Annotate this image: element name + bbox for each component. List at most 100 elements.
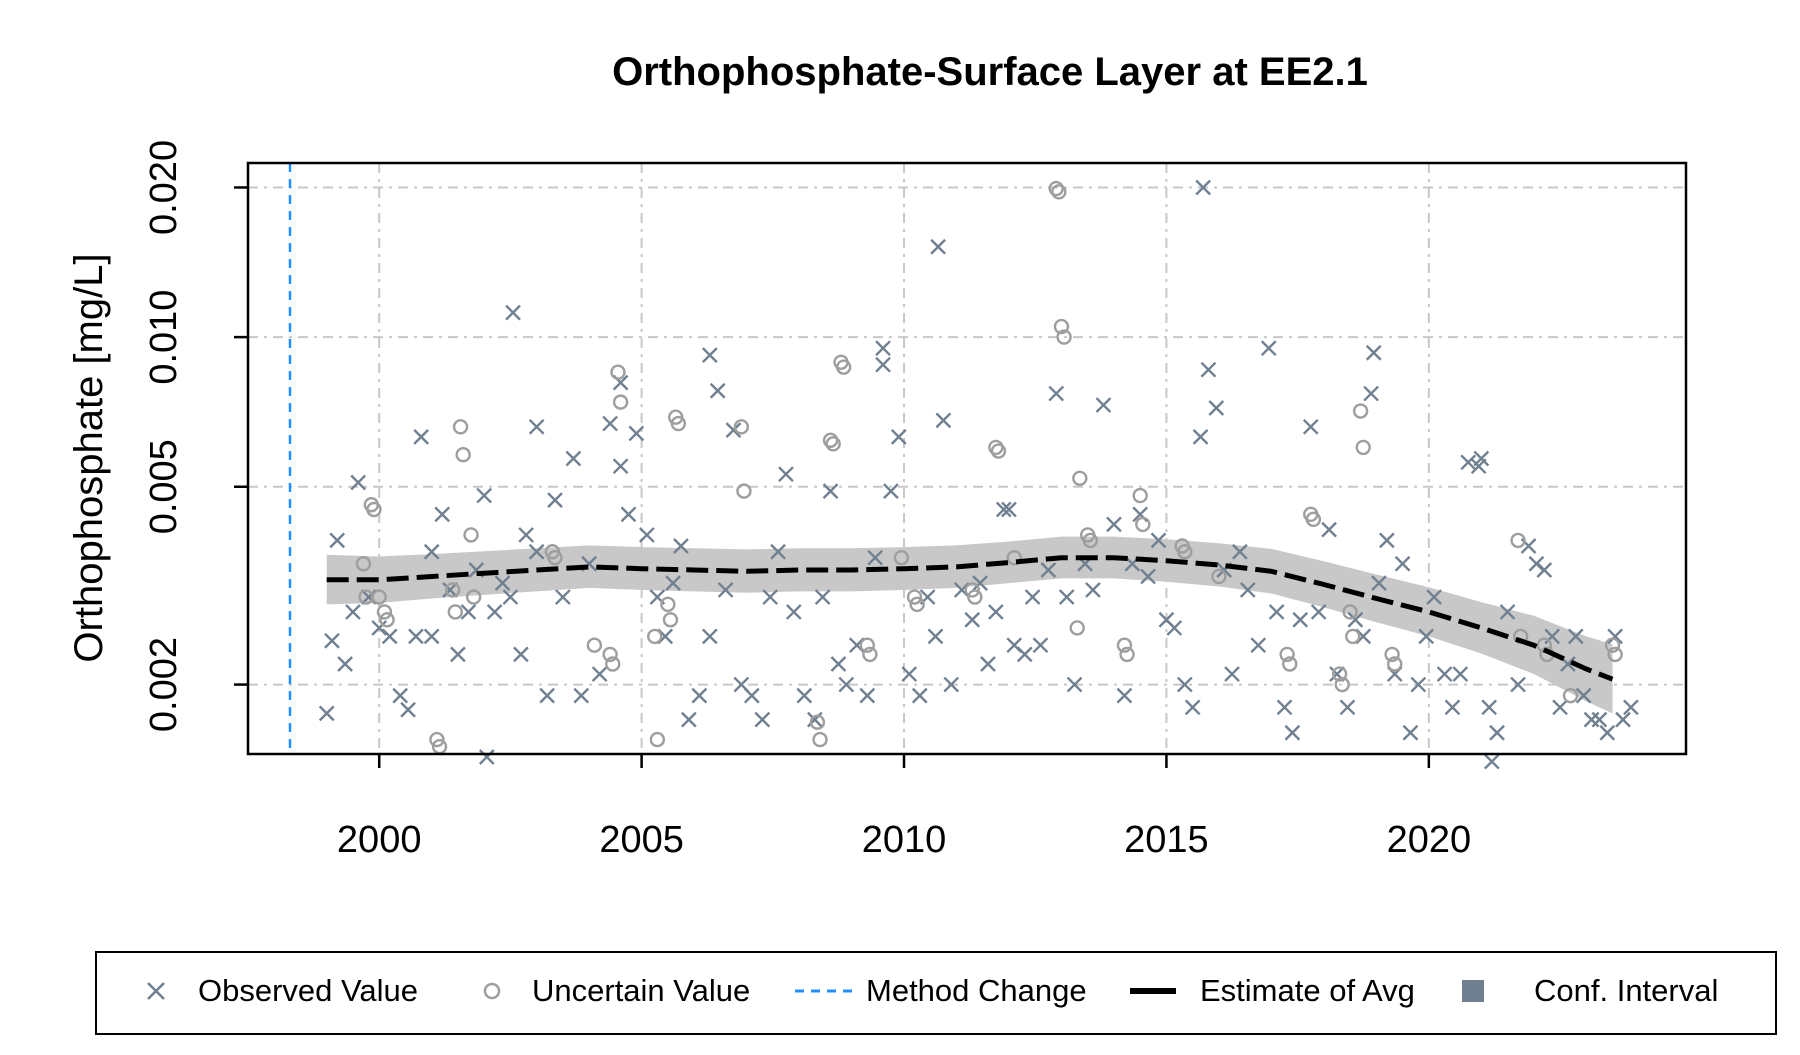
x-tick-label: 2000 (337, 819, 422, 861)
observed-point (1452, 666, 1469, 682)
observed-point (901, 666, 918, 682)
observed-point (1394, 555, 1411, 572)
uncertain-point (670, 415, 687, 432)
uncertain-point (1334, 676, 1350, 693)
axes: 2000 2005 2010 2015 2020 0.002 0.005 0.010 0.020 (143, 140, 1688, 861)
uncertain-point (1387, 656, 1403, 672)
legend-ci-label: Conf. Interval (1534, 973, 1718, 1008)
observed-point (371, 620, 388, 636)
observed-point (502, 589, 519, 605)
observed-point (709, 382, 726, 399)
estimate-layer (326, 555, 1614, 682)
legend-estimate-label: Estimate of Avg (1200, 973, 1415, 1008)
uncertain-point (1056, 329, 1072, 345)
observed-point (1195, 179, 1212, 196)
observed-point (528, 543, 545, 560)
uncertain-point (1331, 666, 1348, 682)
observed-point (1410, 676, 1427, 693)
chart-title: Orthophosphate-Surface Layer at EE2.1 (612, 50, 1368, 94)
uncertain-point (964, 582, 980, 598)
uncertain-point (376, 604, 393, 620)
uncertain-point (605, 656, 621, 672)
uncertain-point (812, 731, 828, 748)
observed-point (1058, 589, 1075, 605)
grid (248, 163, 1686, 754)
observed-point (980, 656, 996, 672)
legend-item-ci: Conf. Interval (1462, 973, 1718, 1008)
observed-point (822, 483, 839, 499)
uncertain-point (1345, 628, 1361, 645)
observed-point (1623, 699, 1639, 716)
observed-point (476, 487, 493, 504)
observed-point (1544, 628, 1561, 645)
x-tick-label: 2015 (1124, 819, 1209, 861)
observed-point (1260, 340, 1277, 357)
observed-point (1481, 699, 1498, 716)
observed-point (838, 676, 855, 693)
observed-point (318, 705, 335, 722)
observed-point (859, 687, 876, 704)
observed-point (1200, 361, 1217, 378)
uncertain-point (355, 556, 372, 572)
legend-item-estimate: Estimate of Avg (1130, 973, 1415, 1008)
observed-point (612, 458, 629, 475)
observed-point (1302, 418, 1319, 435)
observed-point (337, 656, 353, 672)
observed-point (1224, 666, 1240, 682)
observed-point (830, 656, 847, 672)
y-axis-label: Orthophosphate [mg/L] (67, 253, 111, 662)
observed-point (1473, 450, 1490, 467)
observed-point (1184, 699, 1201, 716)
legend-item-uncertain: Uncertain Value (483, 973, 750, 1008)
observed-point (478, 749, 495, 765)
observed-point (1379, 532, 1395, 549)
uncertain-point (1069, 620, 1085, 636)
observed-point (1615, 711, 1631, 728)
uncertain-point (612, 394, 629, 410)
observed-point (591, 666, 608, 682)
x-tick-label: 2005 (599, 819, 684, 861)
observed-point (1001, 501, 1017, 518)
uncertain-point (1604, 637, 1621, 653)
uncertain-point (835, 359, 852, 375)
uncertain-point (1048, 180, 1064, 197)
uncertain-point (733, 419, 750, 435)
uncertain-point (1177, 544, 1193, 560)
uncertain-point (610, 364, 626, 380)
y-tick-label: 0.020 (143, 140, 185, 235)
observed-point (423, 543, 440, 560)
uncertain-point (967, 589, 983, 605)
observed-point (673, 538, 689, 554)
uncertain-point (1305, 511, 1322, 528)
observed-point (1536, 562, 1553, 578)
observed-point (528, 418, 545, 435)
uncertain-point (862, 646, 878, 663)
uncertain-point (1116, 637, 1133, 653)
uncertain-point (906, 589, 923, 605)
uncertain-point (1135, 516, 1151, 533)
estimate-line (326, 555, 1614, 682)
observed-point (392, 687, 409, 704)
observed-point (1552, 699, 1568, 716)
observed-point (1575, 687, 1592, 704)
uncertain-point (371, 589, 387, 605)
observed-point (875, 356, 891, 373)
observed-point (1116, 687, 1133, 704)
observed-point (381, 628, 398, 645)
uncertain-point (455, 447, 471, 463)
uncertain-point (1053, 318, 1070, 335)
observed-point (1048, 385, 1065, 402)
observed-point (400, 701, 416, 718)
uncertain-point (444, 582, 461, 598)
observed-point (345, 604, 361, 620)
observed-point (486, 604, 503, 620)
legend-uncertain-symbol (483, 982, 501, 1000)
observed-point (1510, 676, 1526, 693)
legend-method-change-label: Method Change (866, 973, 1087, 1008)
observed-point (1599, 724, 1616, 741)
observed-point (1418, 628, 1435, 645)
observed-point (796, 687, 813, 704)
observed-point (995, 501, 1012, 518)
observed-point (518, 527, 535, 543)
